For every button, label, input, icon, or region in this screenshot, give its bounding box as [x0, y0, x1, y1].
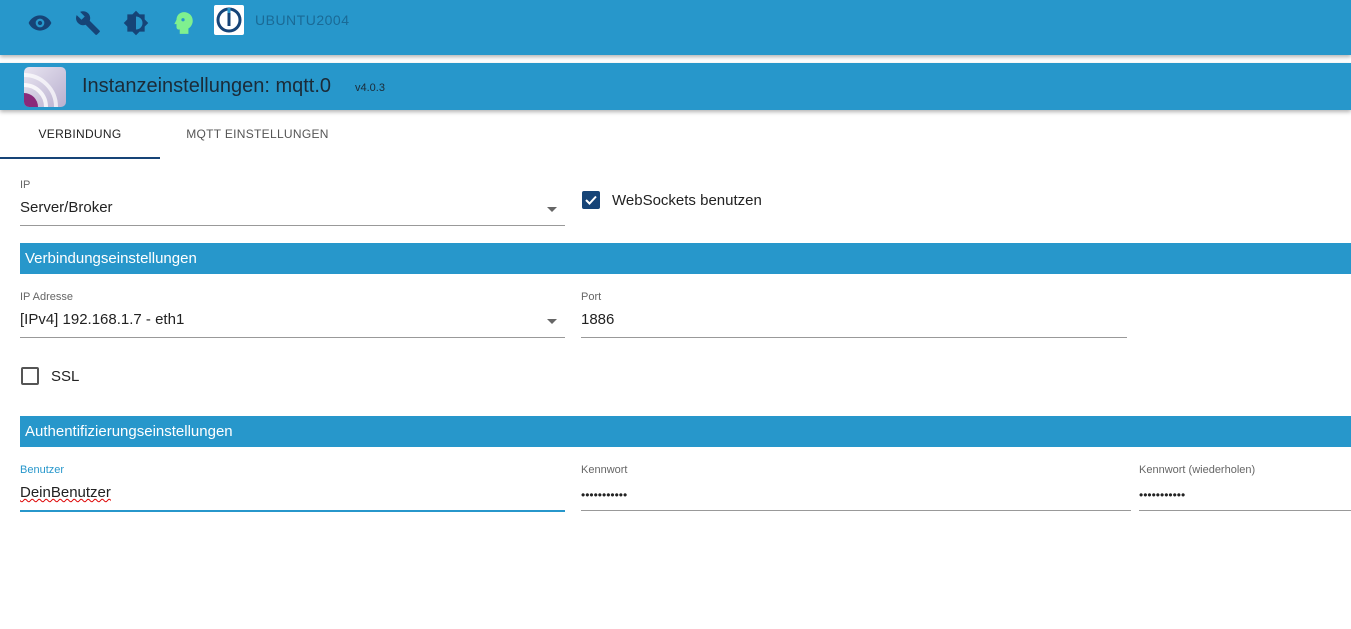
ssl-label: SSL: [51, 368, 80, 385]
ip-address-value: [IPv4] 192.168.1.7 - eth1: [20, 311, 185, 328]
instance-header: Instanzeinstellungen: mqtt.0 v4.0.3: [0, 63, 1351, 110]
head-icon[interactable]: [170, 10, 196, 36]
brightness-icon[interactable]: [123, 10, 149, 36]
ip-value: Server/Broker: [20, 199, 113, 216]
ip-label: IP: [20, 179, 31, 191]
user-input[interactable]: Benutzer DeinBenutzer: [20, 464, 565, 512]
eye-icon[interactable]: [27, 10, 53, 36]
ip-address-label: IP Adresse: [20, 291, 73, 303]
user-value: DeinBenutzer: [20, 484, 111, 501]
port-input[interactable]: Port 1886: [581, 291, 1127, 339]
version-label: v4.0.3: [355, 82, 385, 94]
checkmark-icon: [585, 195, 597, 205]
app-logo[interactable]: [214, 5, 244, 35]
password-value: •••••••••••: [581, 488, 628, 502]
ip-select[interactable]: IP Server/Broker: [20, 179, 565, 227]
websockets-label: WebSockets benutzen: [612, 192, 762, 209]
port-value: 1886: [581, 311, 615, 328]
ip-address-select[interactable]: IP Adresse [IPv4] 192.168.1.7 - eth1: [20, 291, 565, 339]
tab-mqtt-einstellungen[interactable]: MQTT EINSTELLUNGEN: [186, 127, 329, 141]
dropdown-caret-icon: [547, 207, 557, 212]
password-repeat-input[interactable]: Kennwort (wiederholen) •••••••••••: [1139, 464, 1351, 512]
tab-bar: VERBINDUNG MQTT EINSTELLUNGEN: [0, 112, 1351, 159]
tab-verbindung[interactable]: VERBINDUNG: [0, 112, 160, 159]
wrench-icon[interactable]: [75, 10, 101, 36]
password-input[interactable]: Kennwort •••••••••••: [581, 464, 1131, 512]
ssl-checkbox[interactable]: [21, 367, 39, 385]
top-toolbar: UBUNTU2004: [0, 0, 1351, 55]
host-name: UBUNTU2004: [255, 12, 350, 28]
section-authentifizierungseinstellungen: Authentifizierungseinstellungen: [20, 416, 1351, 447]
password-repeat-value: •••••••••••: [1139, 488, 1186, 502]
password-repeat-label: Kennwort (wiederholen): [1139, 464, 1256, 476]
port-label: Port: [581, 291, 602, 303]
dropdown-caret-icon: [547, 319, 557, 324]
section-verbindungseinstellungen: Verbindungseinstellungen: [20, 243, 1351, 274]
user-label: Benutzer: [20, 464, 65, 476]
page-title: Instanzeinstellungen: mqtt.0: [82, 75, 332, 97]
mqtt-logo: [24, 67, 66, 107]
password-label: Kennwort: [581, 464, 628, 476]
websockets-checkbox[interactable]: [582, 191, 600, 209]
